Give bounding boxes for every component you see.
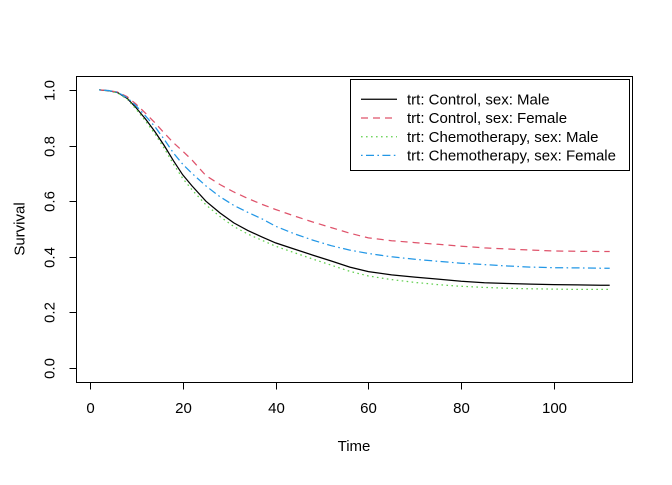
y-axis-tick-label: 0.4 bbox=[42, 247, 59, 268]
legend-label: trt: Control, sex: Male bbox=[407, 92, 550, 109]
legend-label: trt: Chemotherapy, sex: Male bbox=[407, 129, 598, 146]
x-axis-title: Time bbox=[338, 438, 371, 455]
y-axis-tick-label: 0.2 bbox=[42, 302, 59, 323]
y-axis-tick-label: 0.0 bbox=[42, 358, 59, 379]
x-axis-tick-label: 80 bbox=[453, 400, 470, 417]
x-axis-tick-label: 100 bbox=[542, 400, 567, 417]
y-axis-tick-label: 0.8 bbox=[42, 136, 59, 157]
series-line-1 bbox=[99, 89, 610, 253]
legend-box bbox=[350, 79, 630, 171]
legend-label: trt: Control, sex: Female bbox=[407, 110, 567, 127]
series-line-0 bbox=[99, 89, 610, 286]
x-axis-tick-label: 0 bbox=[86, 400, 94, 417]
legend-label: trt: Chemotherapy, sex: Female bbox=[407, 148, 616, 165]
series-line-3 bbox=[99, 89, 610, 269]
y-axis-title: Survival bbox=[12, 202, 29, 255]
y-axis-tick-label: 1.0 bbox=[42, 80, 59, 101]
y-axis-tick-label: 0.6 bbox=[42, 191, 59, 212]
plot-box bbox=[76, 76, 633, 383]
x-axis-tick-label: 60 bbox=[360, 400, 377, 417]
x-axis-tick-label: 20 bbox=[175, 400, 192, 417]
x-axis-tick-label: 40 bbox=[268, 400, 285, 417]
